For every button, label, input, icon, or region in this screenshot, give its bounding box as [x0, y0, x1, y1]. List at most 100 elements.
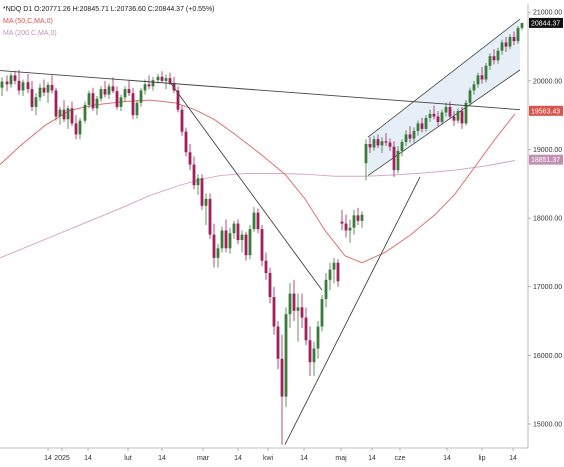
candle [276, 321, 280, 370]
candle-body [168, 78, 172, 83]
candle [304, 307, 308, 346]
trendline [0, 70, 521, 111]
candle [440, 109, 444, 125]
candle-body [260, 229, 264, 261]
candle-body [123, 89, 127, 98]
candle-body [436, 116, 440, 123]
x-tick-label: maj [335, 455, 347, 462]
y-tick-label: 16000.00 [533, 353, 562, 360]
y-tick-label: 17000.00 [533, 284, 562, 291]
candle [30, 80, 34, 112]
candle-body [99, 89, 103, 99]
candle [424, 115, 428, 132]
candle [5, 75, 9, 92]
candle [46, 82, 50, 103]
candle-body [0, 81, 4, 88]
candle-body [192, 164, 196, 186]
candle-body [9, 75, 13, 85]
candle [392, 141, 396, 177]
candle [312, 341, 316, 376]
price-badge [529, 17, 563, 28]
candle-body [464, 102, 468, 124]
candle [123, 86, 127, 102]
price-badge-label: 19563.43 [531, 108, 560, 115]
candle [348, 219, 352, 243]
candle [143, 79, 147, 95]
candle [380, 137, 384, 153]
candle-body [208, 198, 212, 235]
candle-body [380, 141, 384, 146]
candle-body [448, 106, 452, 117]
candle [139, 87, 143, 107]
candle-body [344, 223, 348, 231]
trendline [169, 81, 323, 291]
candle [400, 139, 404, 157]
candle [240, 230, 244, 253]
candle-body [356, 215, 360, 221]
trendline [284, 176, 421, 445]
candle-body [440, 112, 444, 123]
candle [504, 36, 508, 53]
candle-body [340, 221, 344, 224]
candle [368, 137, 372, 153]
candle [78, 117, 82, 140]
candle-body [95, 98, 99, 109]
candle [408, 126, 412, 143]
price-channel-layer [367, 18, 521, 176]
candle-body [188, 152, 192, 165]
candle-body [516, 28, 520, 42]
candle-body [292, 293, 296, 311]
candle [356, 207, 360, 225]
candle [516, 25, 520, 44]
candle [288, 283, 292, 328]
candle [372, 135, 376, 151]
candle-body [496, 50, 500, 61]
candle-body [131, 93, 135, 116]
candle-body [284, 314, 288, 397]
candle-body [372, 139, 376, 148]
candle-body [70, 108, 74, 124]
candle [484, 63, 488, 83]
candle-body [180, 109, 184, 132]
price-badge [529, 105, 563, 116]
candle-body [416, 123, 420, 131]
x-tick-label: 2025 [54, 455, 70, 462]
ohlc-readout: *NDQ D1 O:20771.26 H:20845.71 L:20736.60… [3, 6, 215, 13]
candle-body [492, 56, 496, 61]
candle-body [46, 84, 50, 93]
x-tick-label: lip [478, 455, 485, 462]
candle [164, 74, 168, 90]
candle-body [232, 223, 236, 234]
candle [66, 105, 70, 129]
candle-body [256, 212, 260, 230]
candle [151, 76, 155, 91]
y-tick-label: 18000.00 [533, 216, 562, 223]
candle-body [296, 307, 300, 311]
candle-body [388, 142, 392, 147]
candle-body [42, 87, 46, 93]
candle [58, 106, 62, 125]
candle [256, 208, 260, 234]
candle [236, 219, 240, 245]
candle [268, 267, 272, 304]
candle [180, 105, 184, 136]
candle-body [83, 104, 87, 121]
candle [376, 134, 380, 149]
candle-body [476, 75, 480, 85]
candle-body [184, 131, 188, 153]
candle [212, 223, 216, 268]
candle [512, 31, 516, 46]
candle-body [176, 90, 180, 110]
x-tick-label: kwi [263, 455, 274, 462]
candle [492, 49, 496, 65]
candle-body [143, 84, 147, 91]
candle [252, 207, 256, 232]
candle [208, 193, 212, 239]
candle [232, 220, 236, 239]
candle-body [424, 117, 428, 129]
candle [115, 86, 119, 110]
candle [147, 75, 151, 90]
candle [320, 294, 324, 332]
candle-body [87, 93, 91, 105]
